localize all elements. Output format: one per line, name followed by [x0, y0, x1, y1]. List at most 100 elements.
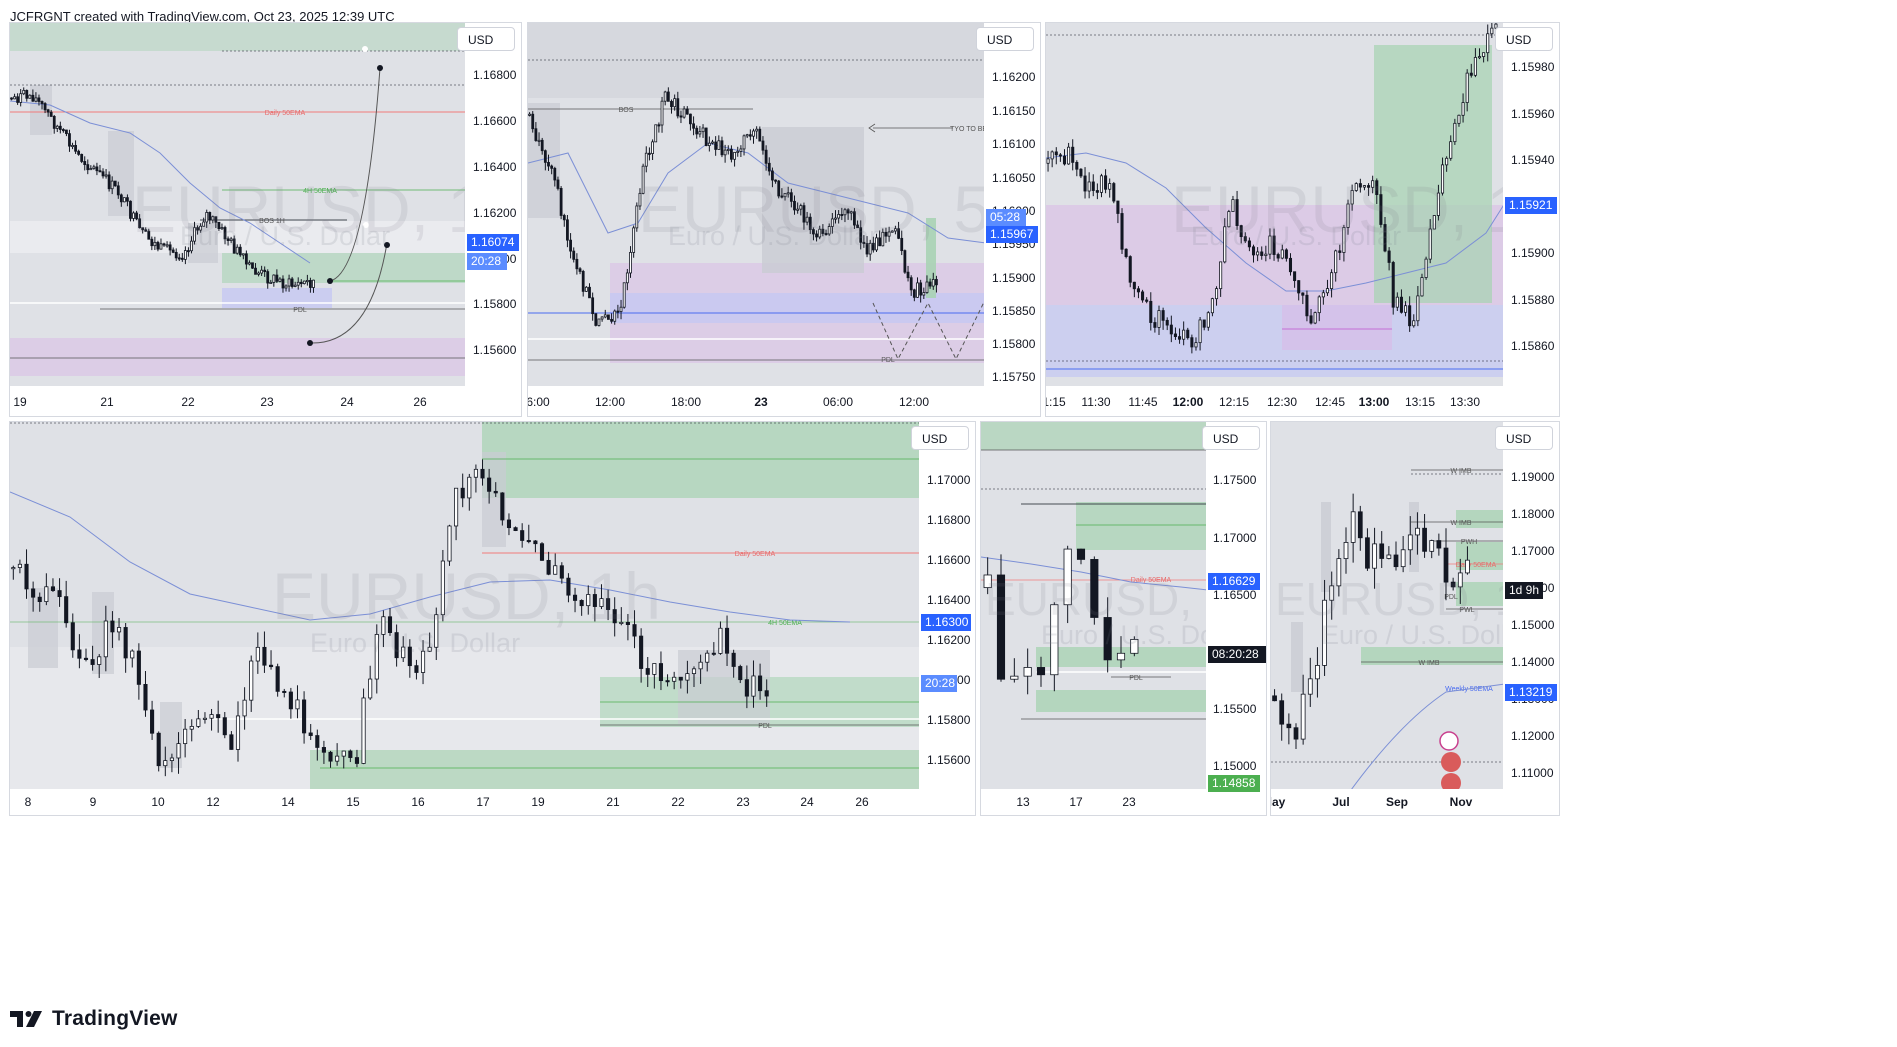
candle [83, 648, 89, 662]
candle [238, 244, 242, 257]
time-axis[interactable]: 19 21 22 23 24 26 [10, 386, 521, 416]
candle [1445, 156, 1449, 172]
candle [1099, 173, 1104, 198]
long-position-zone [1374, 45, 1492, 303]
candle [537, 132, 541, 147]
candle [856, 220, 859, 229]
currency-button[interactable]: USD [911, 426, 969, 450]
candle [299, 279, 303, 288]
time-tick-label: 1:15 [1046, 395, 1066, 409]
time-tick-label: 11:45 [1128, 395, 1157, 409]
candle [113, 180, 117, 187]
level-annotation: W IMB [1451, 468, 1472, 475]
tradingview-logo[interactable]: TradingView [10, 1005, 178, 1033]
candle [665, 674, 670, 687]
candle [875, 233, 878, 252]
chart-pane-eurusd-1w[interactable]: W IMB W IMB PWH Daily 50EMA PWL PDL W IMB Weekl… [1270, 421, 1560, 816]
candle [610, 313, 613, 324]
candle [394, 624, 399, 667]
time-axis[interactable]: lay Jul Sep Nov [1271, 789, 1559, 815]
time-axis[interactable]: 13 17 23 [981, 789, 1266, 815]
time-axis[interactable]: 8 9 10 12 14 15 16 17 19 21 22 23 24 26 [10, 789, 975, 815]
projection-point [377, 65, 383, 71]
price-tick-label: 1.15800 [473, 297, 517, 311]
price-axis[interactable]: 1.190001.180001.170001.160001.150001.140… [1503, 422, 1559, 815]
price-tick-label: 1.16400 [927, 593, 971, 607]
time-tick-label: 16 [411, 795, 425, 809]
candle [500, 492, 505, 526]
candle [789, 188, 793, 208]
candle [1023, 648, 1032, 695]
price-tick-label: 1.16800 [473, 68, 517, 82]
chart-pane-eurusd-1h-bottom[interactable]: Daily 50EMA 4H 50EMA PDL EURUSD, 1h Euro /… [9, 421, 976, 816]
candle [1165, 317, 1169, 331]
supply-zone [1456, 542, 1505, 570]
candle [1358, 178, 1362, 193]
candle [865, 236, 869, 258]
candle [58, 121, 62, 134]
candle [434, 607, 439, 661]
currency-button[interactable]: USD [1202, 426, 1260, 450]
candle [249, 655, 254, 712]
level-annotation: PWH [1461, 539, 1477, 546]
candle [718, 621, 723, 655]
candle [263, 266, 267, 277]
plot-area[interactable]: Daily 50EMA 4H 50EMA PDL EURUSD, 1h Euro /… [10, 422, 921, 790]
candle [764, 679, 769, 707]
candle [460, 473, 465, 508]
candle [1317, 295, 1321, 322]
price-axis[interactable]: 1.168001.166001.164001.162001.160001.158… [465, 23, 521, 416]
candle [205, 209, 209, 228]
candle [1227, 209, 1231, 228]
time-axis[interactable]: 6:00 12:00 18:00 23 06:00 12:00 [528, 386, 1040, 416]
lightning-event-icon [1439, 731, 1459, 751]
candle [25, 89, 29, 102]
price-tick-label: 1.15000 [1213, 759, 1257, 773]
time-axis[interactable]: 1:15 11:30 11:45 12:00 12:15 12:30 12:45 13:00 1… [1046, 386, 1559, 416]
candle [660, 96, 664, 133]
plot-area[interactable]: W IMB W IMB PWH Daily 50EMA PWL PDL W IMB Weekl… [1271, 422, 1505, 790]
candle [287, 274, 291, 292]
candle [50, 578, 56, 592]
chart-pane-eurusd-1m[interactable]: EURUSD, 1m Euro / U.S. Dollar 1.15980 1.1… [1045, 22, 1560, 417]
candle [1400, 536, 1406, 573]
candle [223, 225, 227, 245]
candle [884, 227, 888, 243]
candle [98, 164, 102, 173]
candle [348, 749, 353, 763]
plot-area[interactable]: EURUSD, 1m Euro / U.S. Dollar [1046, 23, 1505, 387]
brand-name: TradingView [52, 1007, 178, 1030]
projection-arrow [309, 242, 388, 344]
price-tick-label: 1.16050 [992, 171, 1036, 185]
candle [1046, 150, 1050, 172]
candle [226, 236, 230, 246]
currency-button[interactable]: USD [457, 27, 515, 51]
level-annotation: PDL [1444, 594, 1458, 601]
price-tag: 1.16300 [921, 614, 971, 631]
candle [202, 217, 206, 227]
price-axis[interactable]: 1.175001.170001.165001.160001.155001.150… [1206, 422, 1266, 815]
candle [572, 247, 576, 263]
candle [193, 221, 196, 245]
price-axis[interactable]: 1.159801.159601.159401.159201.159001.158… [1503, 23, 1559, 416]
time-tick-label: lay [1271, 795, 1286, 809]
candle [887, 226, 891, 242]
candle [698, 125, 702, 138]
candle [584, 286, 588, 292]
candle [805, 211, 809, 226]
currency-button[interactable]: USD [976, 27, 1034, 51]
candle [1280, 244, 1284, 260]
candle [34, 92, 38, 103]
candle-chart [1046, 23, 1505, 377]
candle [89, 165, 93, 171]
price-tick-label: 1.17500 [1213, 473, 1257, 487]
time-tick-label: 22 [181, 395, 195, 409]
currency-button[interactable]: USD [1495, 27, 1553, 51]
currency-button[interactable]: USD [1495, 426, 1553, 450]
